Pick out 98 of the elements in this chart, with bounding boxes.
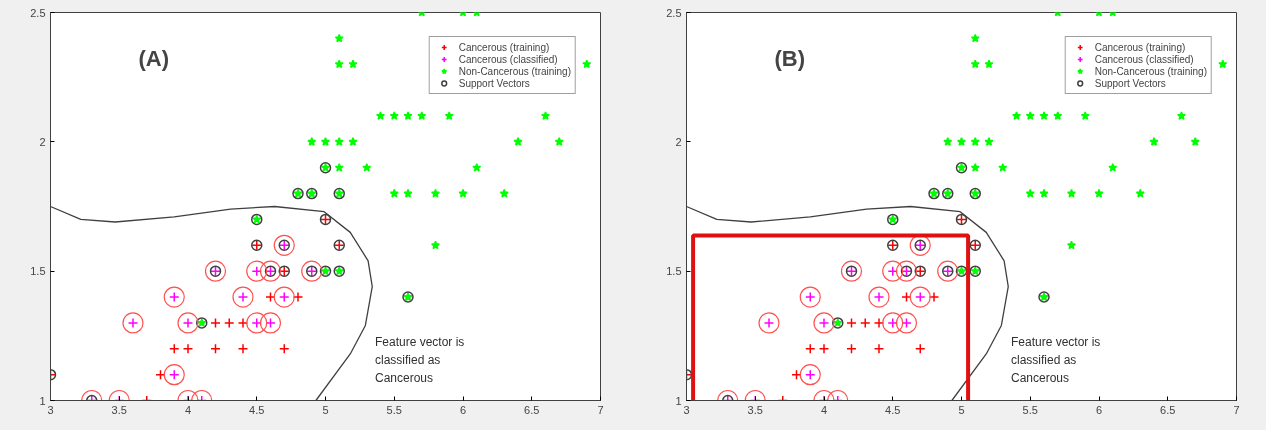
point bbox=[513, 137, 523, 146]
annotation: Feature vector is classified as Cancerous bbox=[375, 334, 465, 385]
point bbox=[472, 162, 482, 172]
legend-label: Cancerous (classified) bbox=[458, 53, 558, 65]
point bbox=[444, 111, 454, 120]
point bbox=[805, 343, 816, 355]
point bbox=[389, 188, 399, 198]
point bbox=[1218, 59, 1228, 69]
point bbox=[320, 137, 331, 146]
point bbox=[860, 317, 871, 329]
point bbox=[334, 137, 344, 146]
point bbox=[224, 317, 235, 329]
legend-label: Support Vectors bbox=[458, 77, 530, 89]
point bbox=[1135, 188, 1145, 198]
y-tick-label: 2.5 bbox=[666, 6, 682, 19]
y-tick-label: 2.5 bbox=[30, 6, 46, 19]
point bbox=[1066, 188, 1077, 198]
point bbox=[943, 137, 953, 146]
point bbox=[1039, 111, 1049, 120]
y-tick-label: 1 bbox=[39, 394, 46, 407]
point bbox=[984, 59, 994, 69]
annotation: Feature vector is classified as Cancerous bbox=[1011, 334, 1101, 385]
point bbox=[970, 33, 980, 43]
point bbox=[915, 343, 926, 355]
point bbox=[362, 162, 372, 172]
point bbox=[1080, 111, 1090, 120]
x-tick-label: 6.5 bbox=[524, 403, 540, 416]
point bbox=[1053, 111, 1063, 120]
point bbox=[210, 343, 221, 355]
point bbox=[873, 317, 885, 329]
y-tick-label: 2 bbox=[39, 135, 46, 148]
point bbox=[873, 343, 885, 355]
point bbox=[307, 137, 317, 146]
point bbox=[182, 343, 194, 355]
point bbox=[499, 188, 509, 198]
text: (A) bbox=[138, 45, 170, 71]
point bbox=[389, 111, 399, 120]
point bbox=[169, 343, 180, 355]
point bbox=[1108, 162, 1118, 172]
legend-label: Cancerous (classified) bbox=[1094, 53, 1194, 65]
point bbox=[210, 317, 221, 329]
point bbox=[334, 162, 344, 172]
point bbox=[846, 317, 857, 329]
x-tick-label: 4 bbox=[820, 403, 828, 416]
point bbox=[334, 33, 344, 43]
legend-label: Non-Cancerous (training) bbox=[458, 65, 571, 77]
point bbox=[818, 343, 830, 355]
point bbox=[956, 137, 967, 146]
point bbox=[292, 291, 304, 303]
x-tick-label: 4 bbox=[184, 403, 192, 416]
x-tick-label: 7 bbox=[1233, 403, 1240, 416]
point bbox=[237, 317, 249, 329]
point bbox=[403, 111, 413, 120]
point bbox=[970, 137, 980, 146]
x-tick-label: 5.5 bbox=[1022, 403, 1038, 416]
x-tick-label: 6 bbox=[1095, 403, 1103, 416]
point bbox=[970, 59, 980, 69]
point bbox=[348, 59, 358, 69]
legend-label: Support Vectors bbox=[1094, 77, 1166, 89]
x-tick-label: 7 bbox=[597, 403, 604, 416]
point bbox=[1149, 137, 1159, 146]
point bbox=[1190, 137, 1200, 146]
x-tick-label: 5.5 bbox=[386, 403, 402, 416]
y-tick-label: 1 bbox=[675, 394, 682, 407]
point bbox=[430, 188, 441, 198]
x-tick-label: 3 bbox=[47, 403, 54, 416]
point bbox=[334, 59, 344, 69]
legend-label: Cancerous (training) bbox=[458, 41, 550, 53]
x-tick-label: 3 bbox=[683, 403, 690, 416]
point bbox=[417, 111, 427, 120]
point bbox=[430, 240, 441, 250]
x-tick-label: 5 bbox=[958, 403, 965, 416]
point bbox=[998, 162, 1008, 172]
point bbox=[984, 137, 994, 146]
point bbox=[237, 343, 249, 355]
point bbox=[1025, 111, 1035, 120]
point bbox=[348, 137, 358, 146]
point bbox=[554, 137, 564, 146]
x-tick-label: 3.5 bbox=[111, 403, 127, 416]
x-tick-label: 6.5 bbox=[1160, 403, 1176, 416]
x-tick-label: 4.5 bbox=[885, 403, 901, 416]
point bbox=[1025, 188, 1035, 198]
x-tick-label: 4.5 bbox=[249, 403, 265, 416]
y-tick-label: 1.5 bbox=[666, 265, 682, 278]
point bbox=[928, 291, 940, 303]
y-tick-label: 2 bbox=[675, 135, 682, 148]
point bbox=[582, 59, 592, 69]
x-tick-label: 5 bbox=[322, 403, 329, 416]
legend-label: Cancerous (training) bbox=[1094, 41, 1186, 53]
x-tick-label: 6 bbox=[459, 403, 467, 416]
y-tick-label: 1.5 bbox=[30, 265, 46, 278]
point bbox=[846, 343, 857, 355]
point bbox=[970, 162, 980, 172]
point bbox=[1066, 240, 1077, 250]
text: (B) bbox=[774, 45, 806, 71]
point bbox=[279, 343, 290, 355]
legend-label: Non-Cancerous (training) bbox=[1094, 65, 1207, 77]
x-tick-label: 3.5 bbox=[747, 403, 763, 416]
